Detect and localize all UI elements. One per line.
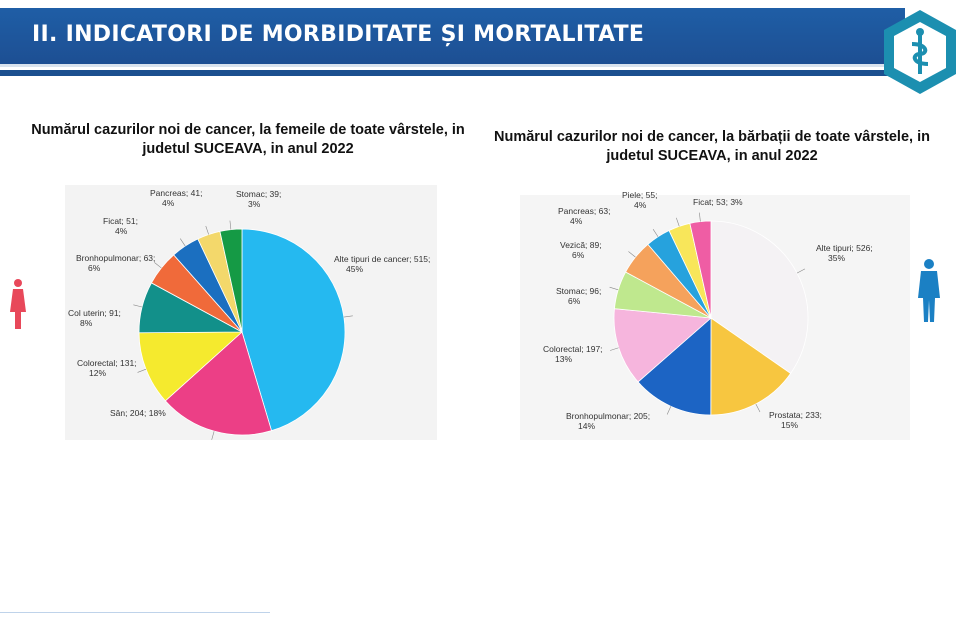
data-label-0-0: Alte tipuri de cancer; 515; 45% <box>334 254 430 274</box>
medical-logo-icon <box>884 10 956 94</box>
data-label-1-4: Stomac; 96; 6% <box>556 286 601 306</box>
leader-line-1-7 <box>676 217 680 227</box>
pie-slice-0-0 <box>241 228 346 432</box>
pie-slice-0-1 <box>164 331 273 436</box>
leader-line-0-7 <box>229 220 232 230</box>
chart-title-men: Numărul cazurilor noi de cancer, la bărb… <box>494 129 930 164</box>
leader-line-1-3 <box>610 347 619 351</box>
data-label-1-1: Prostata; 233; 15% <box>769 410 822 430</box>
pie-slice-1-8 <box>689 220 712 319</box>
man-icon <box>918 259 940 322</box>
leader-line-1-0 <box>796 268 806 274</box>
data-label-0-6: Pancreas; 41; 4% <box>150 188 202 208</box>
leader-line-0-3 <box>133 304 143 308</box>
header-underline <box>0 70 905 76</box>
data-label-0-5: Ficat; 51; 4% <box>103 216 138 236</box>
pie-slice-1-0 <box>710 220 809 374</box>
data-label-0-7: Stomac; 39; 3% <box>236 189 281 209</box>
pie-slice-1-2 <box>637 317 712 416</box>
data-label-1-8: Ficat; 53; 3% <box>693 197 743 207</box>
header-bar <box>0 8 905 67</box>
leader-line-0-4 <box>154 262 162 269</box>
data-label-1-3: Colorectal; 197; 13% <box>543 344 603 364</box>
pie-women: Alte tipuri de cancer; 515; 45% Sân; 204; … <box>68 188 430 440</box>
pie-men: Alte tipuri; 526; 35% Prostata; 233; 15% Bro… <box>543 190 873 431</box>
leader-line-0-6 <box>205 225 209 235</box>
data-label-1-2: Bronhopulmonar; 205; 14% <box>566 411 650 431</box>
leader-line-0-5 <box>179 238 186 247</box>
data-label-0-2: Colorectal; 131; 12% <box>77 358 137 378</box>
data-label-0-1: Sân; 204; 18% <box>110 408 166 418</box>
leader-line-1-4 <box>609 286 619 291</box>
leader-line-1-8 <box>699 212 701 222</box>
leader-line-1-2 <box>666 406 672 415</box>
data-label-1-7: Piele; 55; 4% <box>622 190 657 210</box>
chart-title-women: Numărul cazurilor noi de cancer, la feme… <box>31 122 465 157</box>
woman-icon <box>10 279 26 329</box>
data-label-1-5: Vezică; 89; 6% <box>560 240 602 260</box>
data-label-0-4: Bronhopulmonar; 63; 6% <box>76 253 155 273</box>
leader-line-0-2 <box>137 368 147 373</box>
footer-rule <box>0 612 270 613</box>
leader-line-0-0 <box>343 315 353 318</box>
leader-line-1-1 <box>755 403 761 413</box>
leader-line-0-1 <box>211 431 215 440</box>
leader-line-1-5 <box>628 251 636 258</box>
data-label-1-0: Alte tipuri; 526; 35% <box>816 243 873 263</box>
page-title: II. INDICATORI DE MORBIDITATE ȘI MORTALI… <box>32 22 645 47</box>
data-label-1-6: Pancreas; 63; 4% <box>558 206 610 226</box>
pie-slice-0-2 <box>138 331 244 402</box>
data-label-0-3: Col uterin; 91; 8% <box>68 308 121 328</box>
leader-line-1-6 <box>652 229 659 237</box>
